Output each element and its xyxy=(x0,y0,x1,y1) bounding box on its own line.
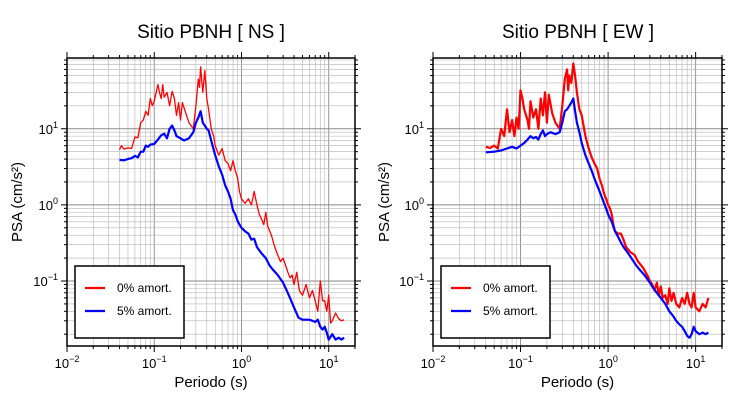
chart-title: Sitio PBNH [ NS ] xyxy=(137,22,285,43)
plot-frame xyxy=(66,57,356,347)
series-line-undamped xyxy=(118,66,345,324)
plot-frame xyxy=(432,57,723,347)
x-tick-exponent: 1 xyxy=(333,354,338,364)
x-tick-base: 10 xyxy=(319,356,333,371)
series-line-damped xyxy=(485,97,709,339)
y-tick-label: 101 xyxy=(39,120,58,137)
x-tick-exponent: −1 xyxy=(156,354,166,364)
x-tick-label: 101 xyxy=(686,354,705,371)
x-tick-exponent: −2 xyxy=(435,354,445,364)
legend-label: 0% amort. xyxy=(117,281,172,295)
x-tick-label: 10−1 xyxy=(508,354,533,371)
y-tick-label: 100 xyxy=(405,196,424,213)
legend-box xyxy=(74,265,185,339)
x-tick-exponent: 1 xyxy=(700,354,705,364)
x-tick-label: 10−1 xyxy=(142,354,167,371)
y-tick-exponent: 0 xyxy=(53,196,58,206)
y-tick-exponent: −1 xyxy=(48,272,58,282)
y-tick-base: 10 xyxy=(39,198,53,213)
x-tick-label: 100 xyxy=(232,354,251,371)
y-tick-exponent: 1 xyxy=(419,120,424,130)
x-tick-base: 10 xyxy=(421,356,435,371)
x-tick-base: 10 xyxy=(142,356,156,371)
x-tick-base: 10 xyxy=(232,356,246,371)
x-tick-exponent: 0 xyxy=(246,354,251,364)
y-tick-label: 10−1 xyxy=(399,272,424,289)
y-tick-exponent: 0 xyxy=(419,196,424,206)
y-tick-exponent: 1 xyxy=(53,120,58,130)
legend-label: 5% amort. xyxy=(117,304,172,318)
chart-title: Sitio PBNH [ EW ] xyxy=(502,22,654,43)
legend-label: 0% amort. xyxy=(483,281,538,295)
legend: 0% amort. 5% amort. xyxy=(440,265,551,339)
x-tick-exponent: −2 xyxy=(69,354,79,364)
x-tick-exponent: −1 xyxy=(523,354,533,364)
axis-ticks xyxy=(61,52,361,352)
x-tick-base: 10 xyxy=(686,356,700,371)
x-axis-label: Periodo (s) xyxy=(174,374,247,391)
y-tick-base: 10 xyxy=(405,122,419,137)
x-tick-label: 10−2 xyxy=(55,354,80,371)
y-tick-base: 10 xyxy=(33,274,47,289)
x-tick-exponent: 0 xyxy=(613,354,618,364)
y-tick-label: 100 xyxy=(39,196,58,213)
y-tick-exponent: −1 xyxy=(414,272,424,282)
x-tick-base: 10 xyxy=(55,356,69,371)
series-line-damped xyxy=(119,110,345,341)
series-line-undamped xyxy=(485,62,710,313)
y-tick-label: 10−1 xyxy=(33,272,58,289)
x-tick-label: 101 xyxy=(319,354,338,371)
legend: 0% amort. 5% amort. xyxy=(74,265,185,339)
legend-box xyxy=(440,265,551,339)
y-axis-label: PSA (cm/s²) xyxy=(9,162,26,242)
axis-ticks xyxy=(427,52,728,352)
y-tick-base: 10 xyxy=(399,274,413,289)
x-tick-label: 10−2 xyxy=(421,354,446,371)
y-tick-base: 10 xyxy=(405,198,419,213)
x-tick-base: 10 xyxy=(508,356,522,371)
y-axis-label: PSA (cm/s²) xyxy=(376,162,393,242)
x-tick-label: 100 xyxy=(598,354,617,371)
legend-label: 5% amort. xyxy=(483,304,538,318)
y-tick-label: 101 xyxy=(405,120,424,137)
x-axis-label: Periodo (s) xyxy=(541,374,614,391)
x-tick-base: 10 xyxy=(598,356,612,371)
y-tick-base: 10 xyxy=(39,122,53,137)
